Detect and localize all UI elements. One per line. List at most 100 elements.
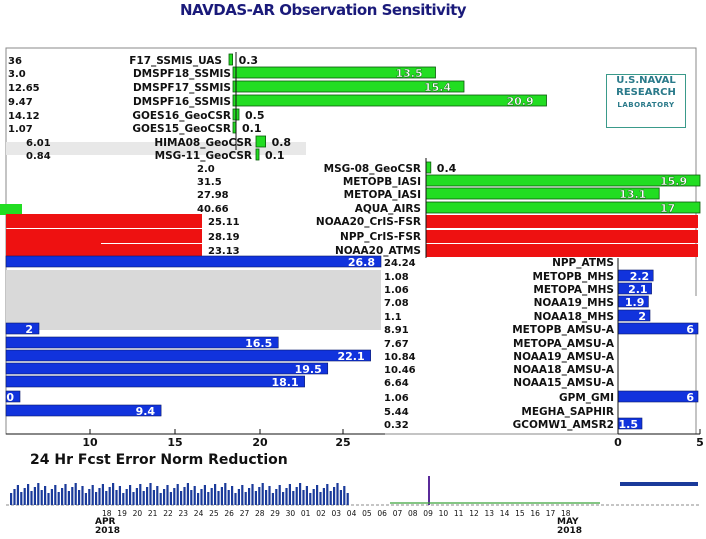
timeline-bar [210,488,213,505]
red-band-top [6,214,202,228]
category-label-goes16_geocsr: GOES16_GeoCSR [132,110,231,122]
timeline-bar [336,483,339,505]
nrl-logo: U.S.NAVAL RESEARCH LABORATORY [606,74,686,128]
x-tick-label-left-20: 20 [252,436,268,449]
timeline-bar [37,483,40,505]
category-label-metopa_iasi: METOPA_IASI [344,189,421,201]
timeline-day-label: 26 [224,509,234,518]
left-value-hima08_geocsr: 6.01 [26,138,51,149]
x-tick-label-left-25: 25 [335,436,350,449]
timeline-bar [244,492,247,505]
data-label-right-noaa19_mhs: 1.9 [625,296,645,309]
timeline-bar [27,484,30,505]
data-label-dmspf17_ssmis: 15.4 [424,81,451,94]
timeline-bar [88,489,91,505]
data-label-dmspf18_ssmis: 13.5 [396,67,423,80]
timeline-bar [237,489,240,505]
timeline-bar [67,491,70,505]
timeline-bar [278,485,281,505]
timeline-month-apr-name: APR [95,517,116,527]
timeline-bar [159,493,162,505]
category-label-npp_atms: NPP_ATMS [552,257,614,269]
timeline-day-label: 07 [393,509,403,518]
left-value-gcomw1_amsr2: 0.32 [384,420,409,431]
timeline-month-may: MAY 2018 [557,518,582,536]
timeline-day-label: 15 [515,509,525,518]
timeline-bar [91,485,94,505]
data-label-right-metopa_mhs: 2.1 [628,283,648,296]
category-label-noaa19_mhs: NOAA19_MHS [534,297,614,309]
timeline-bar [173,488,176,505]
category-label-dmspf18_ssmis: DMSPF18_SSMIS [133,68,231,80]
timeline-bar [115,490,118,505]
left-value-noaa19_amsu-a: 10.84 [384,352,416,363]
timeline-bar [57,492,60,505]
bar-left-metopb_amsu-a [5,322,40,335]
data-label-f17_ssmis_uas: 0.3 [239,54,259,67]
category-label-dmspf17_ssmis: DMSPF17_SSMIS [133,82,231,94]
timeline-bar [44,486,47,505]
timeline-bar [322,488,325,505]
timeline-bar [305,486,308,505]
timeline-month-may-name: MAY [557,517,579,527]
timeline-month-may-year: 2018 [557,526,583,536]
left-value-noaa18_amsu-a: 10.46 [384,365,416,376]
x-tick-label-right-0: 0 [614,436,622,449]
left-value-goes15_geocsr: 1.07 [8,124,33,135]
timeline-bar [33,487,36,505]
x-tick-label-right-5: 5 [696,436,704,449]
timeline-latest-band [620,482,698,486]
left-value-noaa20_atms: 23.13 [208,246,240,257]
timeline-day-label: 23 [179,509,189,518]
timeline-bar [309,493,312,505]
timeline-bar [217,491,220,505]
bar-right-noaa20_atms [426,244,698,257]
category-label-noaa18_mhs: NOAA18_MHS [534,311,614,323]
timeline-bar [61,488,64,505]
category-label-npp_cris-fsr: NPP_CrIS-FSR [340,231,421,243]
timeline-bar [329,491,332,505]
left-value-metopa_amsu-a: 7.67 [384,339,409,350]
timeline-bar [54,485,57,505]
timeline-bar [302,490,305,505]
data-label-left-noaa19_amsu-a: 22.1 [338,350,365,363]
logo-line-2: RESEARCH [616,87,676,98]
data-label-msg-11_geocsr: 0.1 [265,149,285,162]
data-label-left-metopa_amsu-a: 16.5 [245,337,272,350]
bar-f17_ssmis_uas [228,53,233,66]
timeline-bar [71,487,74,505]
timeline-bar [207,492,210,505]
timeline-bar [299,483,302,505]
bar-left-megha_saphir [5,404,162,417]
timeline-bar [169,492,172,505]
category-label-megha_saphir: MEGHA_SAPHIR [521,406,614,418]
timeline-bar [132,492,135,505]
timeline-bar [98,488,101,505]
chart-title: NAVDAS-AR Observation Sensitivity [180,1,467,19]
timeline-bar [203,485,206,505]
timeline-bar [343,486,346,505]
timeline-day-label: 11 [454,509,464,518]
timeline-marker [428,476,430,505]
data-label-goes16_geocsr: 0.5 [245,109,265,122]
category-label-msg-08_geocsr: MSG-08_GeoCSR [324,163,421,175]
timeline-bar [193,486,196,505]
left-value-goes16_geocsr: 14.12 [8,111,40,122]
timeline-bar [152,490,155,505]
timeline-bar [248,488,251,505]
category-label-noaa20_atms: NOAA20_ATMS [335,245,421,257]
timeline-bar [183,487,186,505]
timeline-day-label: 16 [530,509,540,518]
bar-right-noaa20_cris-fsr [426,215,698,228]
timeline-bar [20,492,23,505]
timeline-bar [234,493,237,505]
left-value-metopa_iasi: 27.98 [197,190,229,201]
timeline-bar [319,492,322,505]
red-band-mid [6,229,202,243]
timeline-day-label: 24 [194,509,204,518]
timeline-bar [146,487,149,505]
timeline-day-label: 04 [347,509,357,518]
timeline-bar [78,490,81,505]
timeline-day-label: 28 [255,509,265,518]
